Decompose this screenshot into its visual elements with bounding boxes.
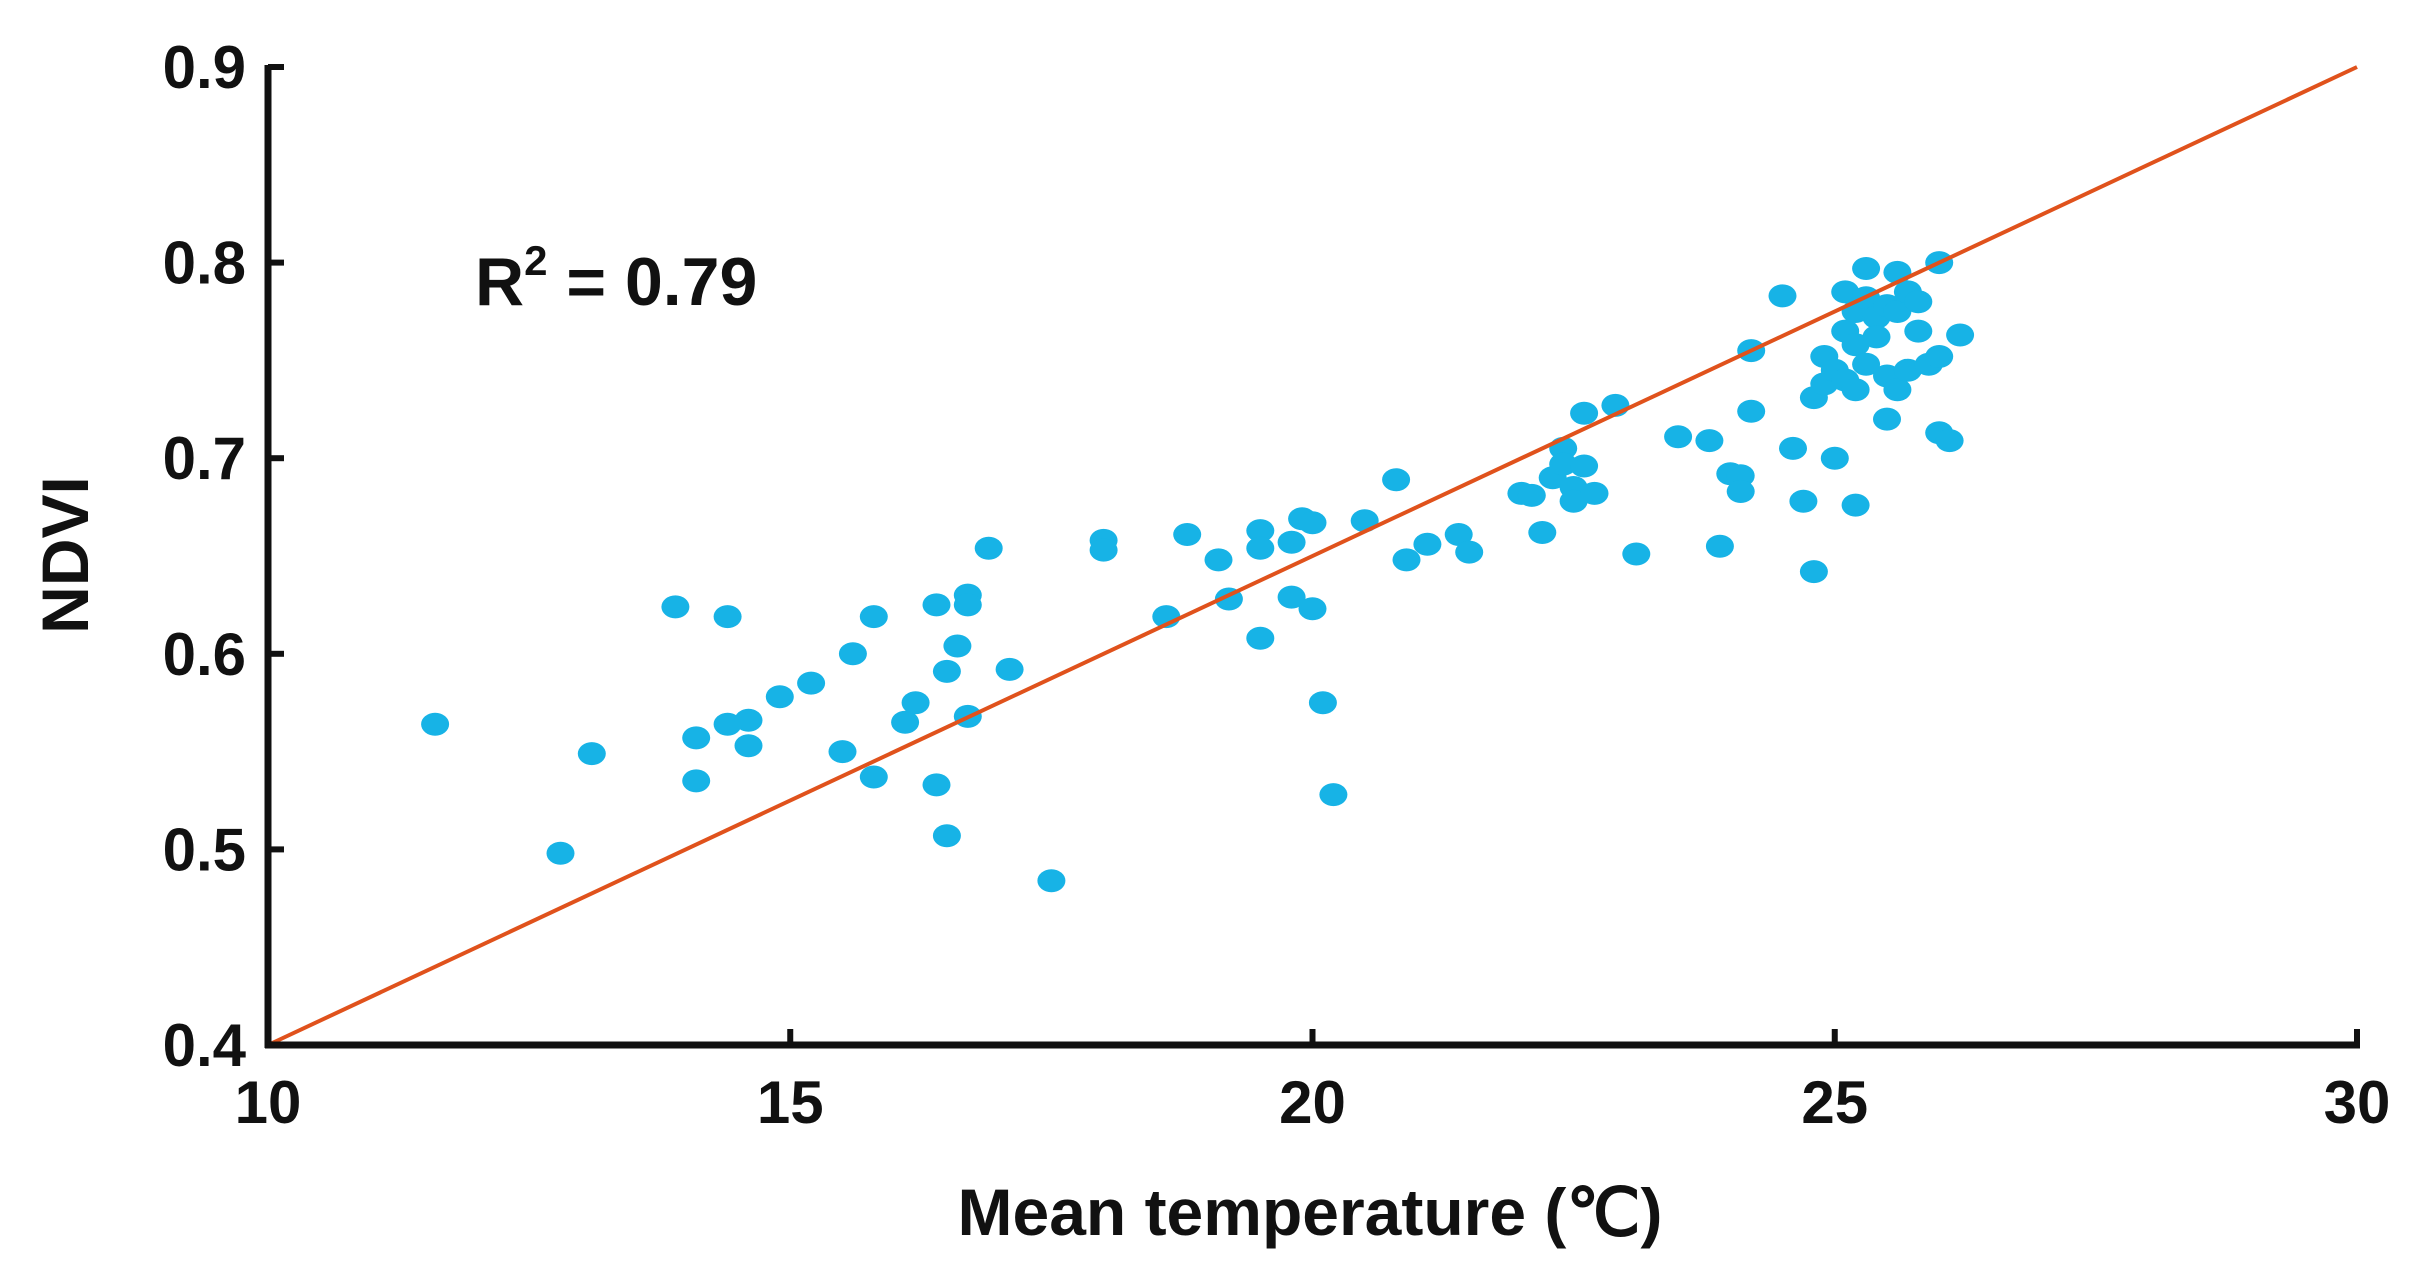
data-point-23 xyxy=(943,634,972,658)
data-point-108 xyxy=(1935,429,1964,453)
data-point-7 xyxy=(713,605,742,629)
data-point-103 xyxy=(1904,319,1933,343)
data-point-4 xyxy=(661,595,690,619)
data-point-3 xyxy=(577,742,606,766)
data-point-25 xyxy=(953,593,982,617)
y-tick-label: 0.5 xyxy=(163,816,246,883)
data-point-98 xyxy=(1883,300,1912,323)
data-point-19 xyxy=(922,773,951,797)
data-point-6 xyxy=(682,769,711,793)
y-tick-label: 0.8 xyxy=(163,230,246,297)
data-point-59 xyxy=(1559,489,1588,513)
data-point-20 xyxy=(922,593,951,617)
data-point-39 xyxy=(1277,530,1306,554)
y-tick-label: 0.4 xyxy=(163,1012,247,1079)
data-point-67 xyxy=(1705,534,1734,558)
data-point-61 xyxy=(1570,401,1599,425)
data-point-87 xyxy=(1841,378,1870,402)
data-point-96 xyxy=(1873,407,1901,431)
data-point-66 xyxy=(1695,429,1724,453)
data-point-28 xyxy=(995,657,1024,681)
data-point-88 xyxy=(1841,493,1870,517)
x-tick-label: 15 xyxy=(757,1069,824,1136)
data-point-2 xyxy=(546,841,575,865)
data-point-9 xyxy=(734,708,763,732)
data-point-74 xyxy=(1779,436,1807,460)
data-point-75 xyxy=(1789,489,1818,513)
regression-line xyxy=(267,65,2358,1047)
r-squared-annotation: R2 = 0.79 xyxy=(475,237,757,320)
data-point-38 xyxy=(1246,626,1275,650)
data-point-34 xyxy=(1204,548,1233,572)
data-point-36 xyxy=(1246,519,1275,543)
data-point-70 xyxy=(1726,480,1755,503)
data-point-40 xyxy=(1277,585,1306,609)
data-point-54 xyxy=(1528,521,1557,544)
data-point-106 xyxy=(1925,345,1954,368)
data-point-22 xyxy=(932,659,961,683)
data-point-33 xyxy=(1173,523,1202,546)
data-point-53 xyxy=(1517,483,1546,507)
data-point-62 xyxy=(1580,481,1609,505)
r-squared-value: = 0.79 xyxy=(547,244,757,320)
data-point-27 xyxy=(974,536,1003,560)
x-tick-label: 10 xyxy=(235,1069,302,1136)
data-point-12 xyxy=(797,671,826,695)
data-point-43 xyxy=(1298,597,1327,621)
data-point-72 xyxy=(1737,399,1766,423)
data-point-47 xyxy=(1382,468,1411,492)
data-point-91 xyxy=(1852,352,1881,376)
data-point-11 xyxy=(765,685,794,709)
y-tick-label: 0.7 xyxy=(163,425,246,492)
data-point-86 xyxy=(1841,333,1870,357)
r-squared-superscript: 2 xyxy=(524,237,547,284)
data-point-76 xyxy=(1799,560,1828,584)
data-point-44 xyxy=(1308,691,1337,715)
data-point-8 xyxy=(713,712,742,736)
data-point-57 xyxy=(1549,452,1578,476)
x-tick-label: 20 xyxy=(1279,1069,1346,1136)
data-point-60 xyxy=(1570,454,1599,478)
data-point-15 xyxy=(859,605,888,629)
x-tick-label: 30 xyxy=(2324,1069,2391,1136)
data-point-89 xyxy=(1852,257,1881,280)
data-point-51 xyxy=(1455,540,1484,564)
data-point-45 xyxy=(1319,783,1348,807)
data-point-10 xyxy=(734,734,763,758)
data-point-49 xyxy=(1413,532,1442,556)
data-point-109 xyxy=(1946,323,1975,347)
data-point-31 xyxy=(1089,538,1118,562)
y-axis-label: NDVI xyxy=(28,476,102,634)
data-point-50 xyxy=(1444,523,1473,546)
data-point-13 xyxy=(828,740,857,764)
ticks-layer: 10 15 20 25 30 0.4 0.5 0.6 0.7 0.8 0.9 xyxy=(163,34,2391,1136)
data-point-37 xyxy=(1246,536,1275,560)
x-axis-label: Mean temperature (℃) xyxy=(958,1175,1663,1249)
data-point-42 xyxy=(1298,511,1327,535)
data-point-16 xyxy=(859,765,888,789)
data-point-73 xyxy=(1768,284,1797,308)
data-point-93 xyxy=(1862,325,1891,349)
data-point-80 xyxy=(1820,446,1849,470)
r-squared-base: R xyxy=(475,244,524,320)
data-point-64 xyxy=(1622,542,1651,566)
data-point-102 xyxy=(1904,290,1933,314)
data-point-14 xyxy=(838,642,867,666)
data-point-65 xyxy=(1664,425,1693,449)
points-layer xyxy=(421,251,1975,893)
data-point-1 xyxy=(421,712,450,736)
data-point-29 xyxy=(1037,869,1066,893)
data-point-18 xyxy=(901,691,930,715)
data-point-99 xyxy=(1883,378,1912,402)
data-point-21 xyxy=(932,824,961,848)
data-point-5 xyxy=(682,726,711,750)
y-tick-label: 0.9 xyxy=(163,34,246,101)
x-tick-label: 25 xyxy=(1801,1069,1868,1136)
data-point-48 xyxy=(1392,548,1421,572)
data-point-17 xyxy=(891,710,920,734)
y-tick-label: 0.6 xyxy=(163,621,246,688)
